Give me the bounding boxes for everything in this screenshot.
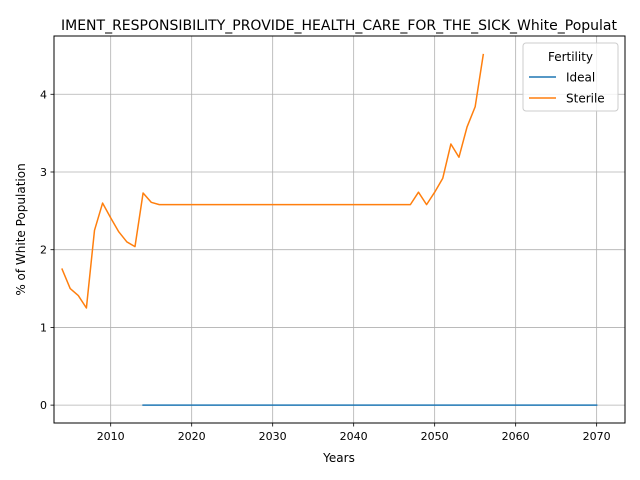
- x-axis-label: Years: [322, 451, 355, 465]
- legend: Fertility Ideal Sterile: [522, 42, 619, 112]
- y-tick-label: 0: [40, 399, 47, 412]
- axis-ticks: 2010 2020 2030 2040 2050 2060 2070 0 1 2 3 4: [40, 88, 611, 443]
- y-tick-label: 2: [40, 244, 47, 257]
- x-tick-label: 2060: [502, 430, 530, 443]
- chart-title: IMENT_RESPONSIBILITY_PROVIDE_HEALTH_CARE…: [61, 18, 617, 34]
- plot-area-frame: [53, 35, 626, 424]
- x-tick-label: 2030: [259, 430, 287, 443]
- legend-box: [522, 42, 619, 112]
- y-tick-label: 4: [40, 88, 47, 101]
- series-lines: [61, 53, 598, 406]
- x-tick-label: 2010: [97, 430, 125, 443]
- legend-label-sterile: Sterile: [566, 92, 605, 106]
- x-tick-label: 2040: [340, 430, 368, 443]
- x-tick-label: 2050: [421, 430, 449, 443]
- series-line-sterile: [61, 53, 485, 309]
- legend-label-ideal: Ideal: [566, 71, 595, 85]
- y-tick-label: 1: [40, 321, 47, 334]
- y-tick-label: 3: [40, 166, 47, 179]
- y-axis-label: % of White Population: [14, 163, 28, 295]
- legend-title: Fertility: [548, 50, 593, 64]
- x-tick-label: 2070: [583, 430, 611, 443]
- x-tick-label: 2020: [178, 430, 206, 443]
